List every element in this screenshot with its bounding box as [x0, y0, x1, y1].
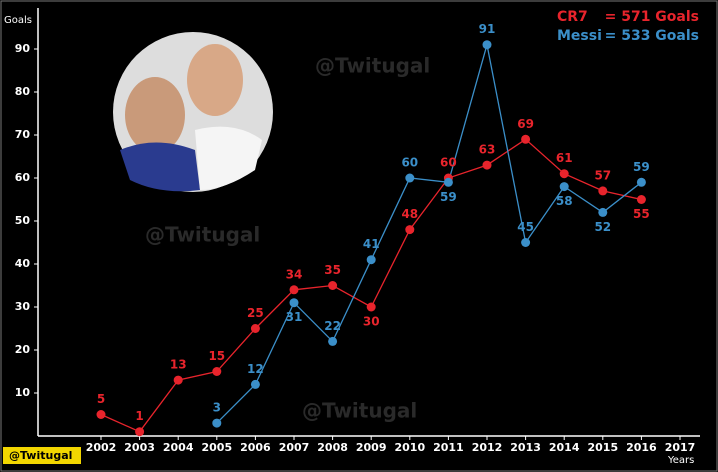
data-label: 57 — [594, 168, 611, 182]
data-label: 34 — [286, 267, 303, 281]
x-tick-label: 2009 — [356, 441, 387, 454]
point — [250, 324, 260, 333]
data-label: 55 — [633, 207, 650, 221]
point — [482, 160, 492, 170]
x-tick-label: 2015 — [587, 441, 618, 454]
x-tick-label: 2016 — [626, 441, 657, 454]
data-label: 15 — [208, 349, 225, 363]
data-label: 59 — [633, 160, 650, 174]
data-label: 30 — [363, 315, 380, 329]
point — [250, 379, 260, 389]
photo — [113, 32, 273, 192]
x-tick-label: 2006 — [240, 441, 271, 454]
y-tick-label: 20 — [15, 343, 31, 356]
point — [328, 336, 338, 346]
point — [443, 177, 453, 187]
legend-name: CR7 — [557, 9, 588, 25]
point — [598, 207, 608, 217]
x-tick-label: 2004 — [163, 441, 194, 454]
data-label: 60 — [440, 156, 457, 170]
data-label: 45 — [517, 220, 534, 234]
x-tick-label: 2008 — [317, 441, 348, 454]
point — [636, 195, 646, 204]
series-line — [216, 44, 642, 424]
x-tick-label: 2013 — [510, 441, 541, 454]
x-tick-label: 2011 — [433, 441, 464, 454]
data-label: 60 — [401, 156, 418, 170]
y-tick-label: 40 — [15, 257, 31, 270]
data-label: 91 — [479, 22, 496, 36]
point — [521, 134, 531, 144]
data-label: 31 — [286, 310, 303, 324]
x-tick-label: 2014 — [549, 441, 580, 454]
point — [636, 177, 646, 187]
watermark: @Twitugal — [302, 399, 417, 423]
point — [212, 367, 222, 376]
point — [405, 225, 415, 235]
legend-name: Messi — [557, 28, 602, 44]
y-tick-label: 80 — [15, 85, 31, 98]
data-label: 5 — [97, 392, 105, 406]
point — [482, 40, 492, 50]
badge-text: @Twitugal — [9, 449, 72, 462]
point — [212, 418, 222, 428]
data-label: 3 — [213, 401, 221, 415]
data-label: 59 — [440, 190, 457, 204]
x-tick-label: 2012 — [472, 441, 503, 454]
point — [405, 173, 415, 183]
x-axis-label: Years — [667, 455, 694, 466]
x-tick-label: 2010 — [394, 441, 425, 454]
y-axis-label: Goals — [4, 15, 32, 26]
point — [366, 255, 376, 265]
data-label: 25 — [247, 306, 264, 320]
data-label: 63 — [479, 143, 496, 157]
x-tick-label: 2017 — [665, 441, 696, 454]
point — [289, 298, 299, 308]
point — [289, 285, 299, 295]
data-label: 69 — [517, 117, 534, 131]
y-tick-label: 60 — [15, 171, 31, 184]
legend-note: = 533 Goals — [605, 28, 699, 44]
point — [328, 281, 338, 290]
point — [173, 375, 183, 385]
badge: @Twitugal — [3, 447, 81, 464]
watermark: @Twitugal — [315, 54, 430, 78]
x-tick-label: 2003 — [124, 441, 155, 454]
x-tick-label: 2002 — [86, 441, 117, 454]
point — [559, 182, 569, 192]
data-label: 52 — [594, 220, 611, 234]
point — [135, 427, 145, 437]
data-label: 22 — [324, 319, 341, 333]
point — [366, 302, 376, 312]
y-tick-label: 90 — [15, 42, 31, 55]
watermark: @Twitugal — [145, 223, 260, 247]
data-label: 13 — [170, 358, 187, 372]
data-label: 61 — [556, 151, 573, 165]
y-tick-label: 50 — [15, 214, 31, 227]
data-label: 35 — [324, 263, 341, 277]
data-label: 48 — [401, 207, 418, 221]
y-tick-label: 30 — [15, 300, 31, 313]
data-label: 12 — [247, 362, 264, 376]
point — [559, 169, 569, 179]
x-tick-label: 2005 — [201, 441, 232, 454]
data-label: 41 — [363, 237, 380, 251]
data-label: 58 — [556, 194, 573, 208]
point — [96, 410, 106, 419]
x-tick-label: 2007 — [279, 441, 310, 454]
legend-note: = 571 Goals — [605, 9, 699, 25]
point — [598, 186, 608, 196]
y-tick-label: 70 — [15, 128, 31, 141]
data-label: 1 — [135, 409, 143, 423]
y-tick-label: 10 — [15, 386, 31, 399]
point — [521, 238, 531, 247]
